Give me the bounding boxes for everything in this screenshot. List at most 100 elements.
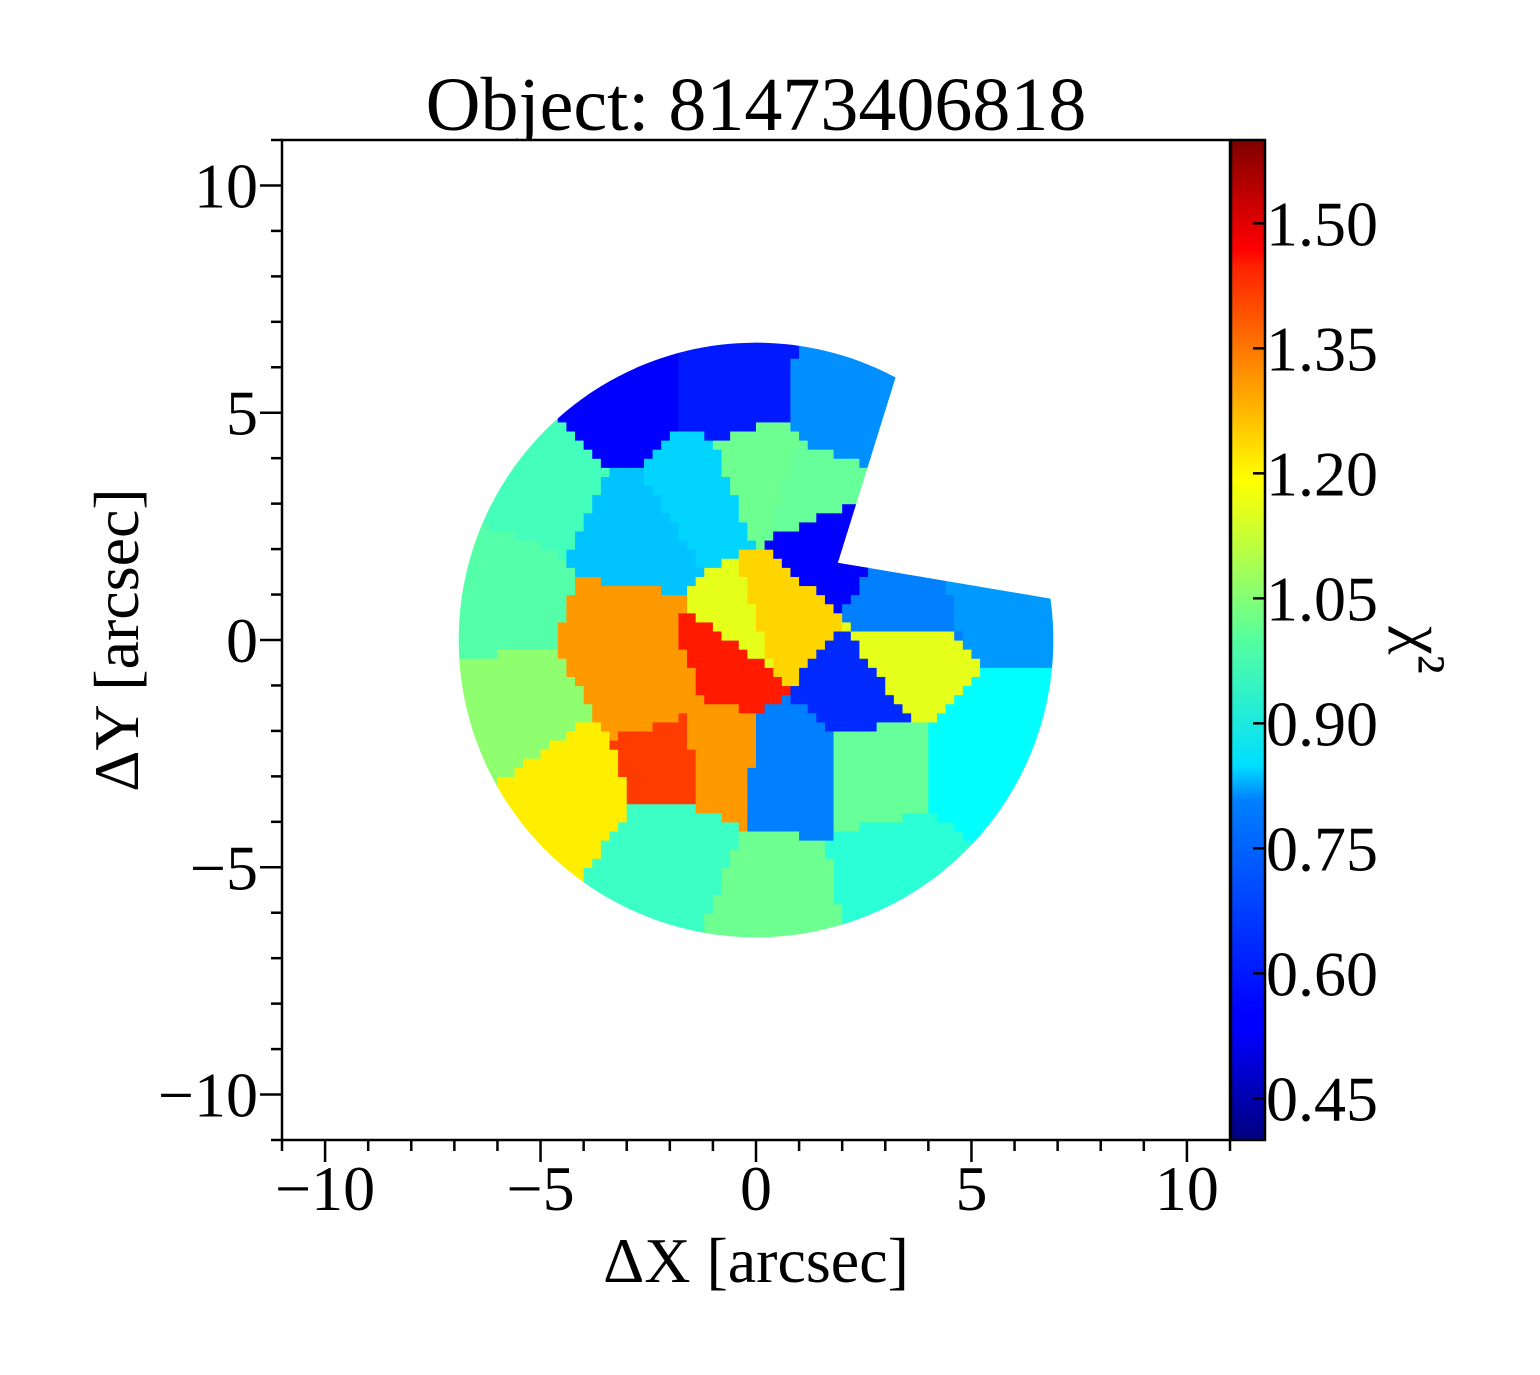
map-cell bbox=[902, 730, 912, 741]
map-cell bbox=[764, 812, 774, 823]
map-cell bbox=[531, 685, 542, 696]
map-cell bbox=[868, 367, 878, 377]
map-cell bbox=[687, 785, 697, 796]
map-cell bbox=[557, 421, 567, 432]
map-cell bbox=[824, 812, 835, 823]
map-cell bbox=[962, 694, 973, 705]
map-cell bbox=[730, 630, 740, 641]
map-cell bbox=[773, 794, 783, 805]
map-cell bbox=[609, 421, 619, 432]
map-cell bbox=[669, 676, 680, 687]
map-cell bbox=[566, 785, 576, 796]
map-cell bbox=[773, 567, 783, 577]
map-cell bbox=[506, 721, 516, 732]
map-cell bbox=[721, 685, 731, 696]
map-cell bbox=[980, 785, 990, 796]
map-cell bbox=[790, 503, 800, 514]
map-cell bbox=[1005, 594, 1016, 605]
map-cell bbox=[885, 849, 895, 859]
map-cell bbox=[911, 621, 921, 632]
map-cell bbox=[712, 767, 723, 777]
map-cell bbox=[712, 376, 723, 387]
map-cell bbox=[738, 376, 748, 387]
map-cell bbox=[704, 894, 714, 905]
map-cell bbox=[807, 521, 817, 532]
map-cell bbox=[790, 467, 800, 477]
map-cell bbox=[626, 530, 636, 541]
map-cell bbox=[721, 830, 731, 841]
map-cell bbox=[747, 649, 757, 659]
map-cell bbox=[531, 558, 542, 568]
map-cell bbox=[523, 567, 533, 577]
map-cell bbox=[971, 794, 981, 805]
map-cell bbox=[954, 603, 964, 614]
map-cell bbox=[902, 585, 912, 596]
map-cell bbox=[506, 521, 516, 532]
map-cell bbox=[747, 676, 757, 687]
map-cell bbox=[678, 558, 688, 568]
map-cell bbox=[652, 703, 662, 714]
map-cell bbox=[824, 858, 835, 868]
map-cell bbox=[531, 576, 542, 587]
map-cell bbox=[592, 530, 602, 541]
map-cell bbox=[626, 421, 636, 432]
map-cell bbox=[816, 649, 826, 659]
map-cell bbox=[480, 667, 490, 677]
map-cell bbox=[618, 485, 628, 496]
map-cell bbox=[704, 803, 714, 814]
map-cell bbox=[575, 794, 585, 805]
map-cell bbox=[704, 858, 714, 868]
map-cell bbox=[790, 458, 800, 468]
map-cell bbox=[652, 576, 662, 587]
map-cell bbox=[807, 903, 817, 914]
map-cell bbox=[833, 830, 843, 841]
map-cell bbox=[876, 694, 886, 705]
map-cell bbox=[868, 630, 878, 641]
map-cell bbox=[824, 585, 835, 596]
map-cell bbox=[893, 621, 904, 632]
map-cell bbox=[575, 730, 585, 741]
map-cell bbox=[842, 740, 852, 750]
map-cell bbox=[954, 694, 964, 705]
map-cell bbox=[773, 640, 783, 650]
map-cell bbox=[626, 730, 636, 741]
map-cell bbox=[497, 594, 507, 605]
map-cell bbox=[557, 430, 567, 441]
map-cell bbox=[799, 821, 809, 832]
map-cell bbox=[712, 458, 723, 468]
map-cell bbox=[945, 785, 955, 796]
map-cell bbox=[497, 721, 507, 732]
map-cell bbox=[704, 849, 714, 859]
map-cell bbox=[833, 367, 843, 377]
map-cell bbox=[859, 430, 869, 441]
map-cell bbox=[618, 467, 628, 477]
map-cell bbox=[842, 621, 852, 632]
map-cell bbox=[549, 440, 559, 450]
map-cell bbox=[635, 785, 645, 796]
map-cell bbox=[988, 676, 998, 687]
map-cell bbox=[902, 712, 912, 723]
map-cell bbox=[661, 376, 671, 387]
map-cell bbox=[816, 430, 826, 441]
map-cell bbox=[488, 676, 499, 687]
map-cell bbox=[643, 512, 654, 523]
map-cell bbox=[876, 603, 886, 614]
map-cell bbox=[1005, 740, 1016, 750]
map-cell bbox=[868, 421, 878, 432]
map-cell bbox=[747, 767, 757, 777]
map-cell bbox=[764, 385, 774, 396]
map-cell bbox=[721, 403, 731, 414]
map-cell bbox=[980, 658, 990, 668]
map-cell bbox=[764, 430, 774, 441]
map-cell bbox=[566, 530, 576, 541]
map-cell bbox=[592, 649, 602, 659]
map-cell bbox=[842, 476, 852, 487]
map-cell bbox=[557, 685, 567, 696]
map-cell bbox=[514, 540, 524, 550]
map-cell bbox=[1023, 721, 1033, 732]
map-cell bbox=[850, 630, 861, 641]
map-cell bbox=[687, 603, 697, 614]
map-cell bbox=[643, 894, 654, 905]
map-cell bbox=[756, 758, 766, 768]
map-cell bbox=[824, 776, 835, 787]
